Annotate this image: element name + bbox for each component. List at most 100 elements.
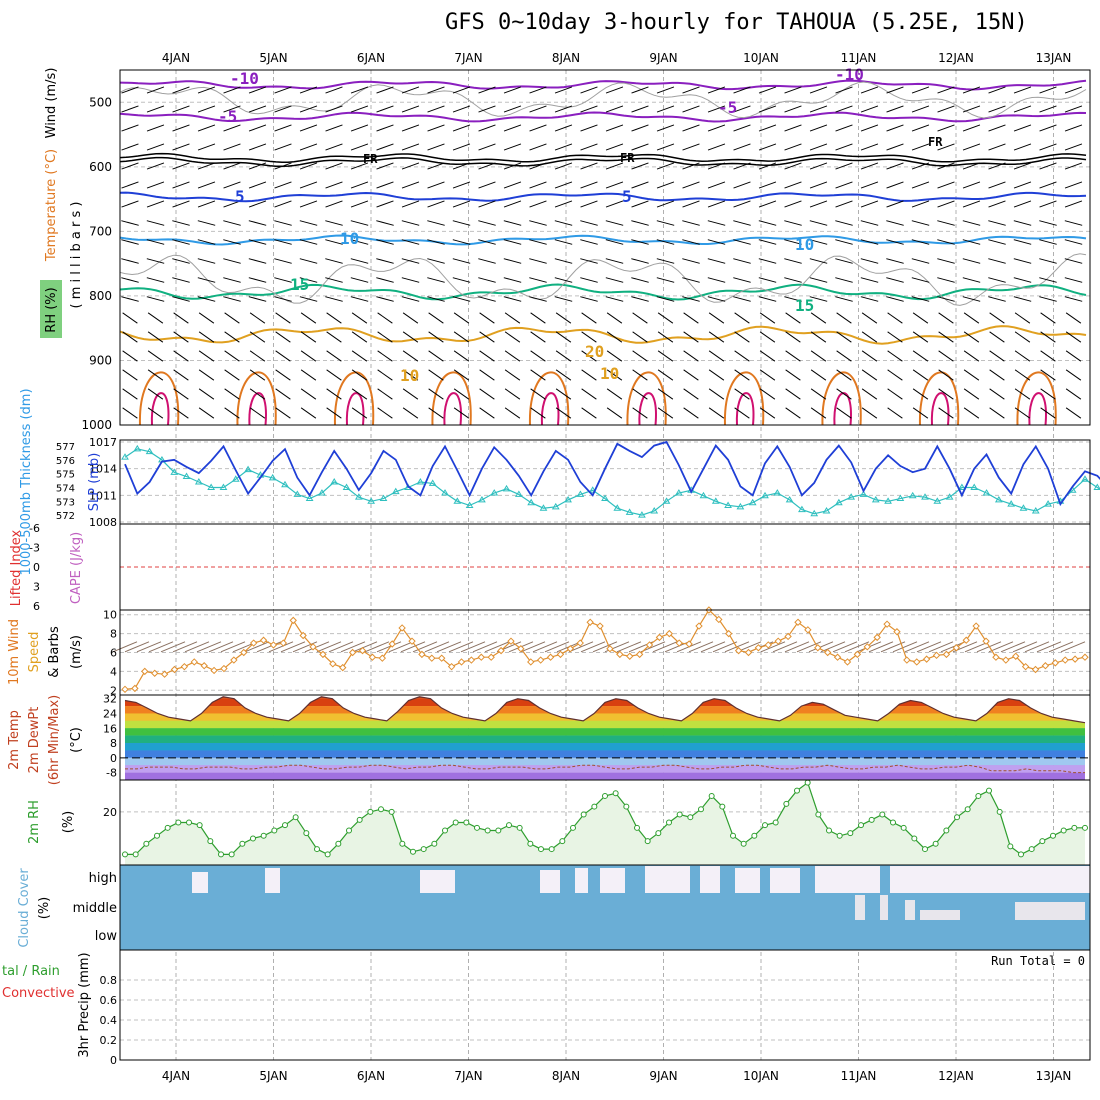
wind-barb xyxy=(402,350,419,362)
wind-barb xyxy=(581,369,597,381)
wind-barb xyxy=(1013,162,1032,170)
wind-barb xyxy=(784,181,802,189)
wind-barb xyxy=(1014,331,1031,343)
wind-barb xyxy=(707,220,726,226)
wind-barb xyxy=(224,350,240,362)
wind-barb xyxy=(707,181,726,189)
wind-speed-point xyxy=(368,653,377,661)
wind-barb xyxy=(121,277,139,283)
wind-barb xyxy=(428,407,444,419)
wind-barb xyxy=(146,86,165,94)
wind-barb xyxy=(223,124,241,132)
rh-point xyxy=(218,851,224,858)
cloud-gap xyxy=(905,900,915,920)
wind-barb xyxy=(860,162,879,170)
wind-speed-point xyxy=(645,641,654,649)
temp-band xyxy=(125,743,1085,751)
wind-barb xyxy=(401,162,420,170)
wind-barb xyxy=(554,296,573,302)
wind-barb xyxy=(759,388,776,400)
wind-barb xyxy=(809,86,828,94)
slp-tick: 1008 xyxy=(89,516,117,529)
wind-barb xyxy=(453,312,470,324)
rh-point xyxy=(687,814,694,821)
wind-barb-10m xyxy=(772,641,798,653)
wind-barb-10m xyxy=(844,641,870,653)
wind-barb xyxy=(912,407,929,419)
thickness-point xyxy=(342,483,351,491)
wind-barb xyxy=(351,331,368,343)
wind-barb-10m xyxy=(832,641,858,653)
pressure-tick: 1000 xyxy=(81,418,112,432)
wind-barb xyxy=(1065,312,1082,324)
cloud-gap xyxy=(735,868,760,893)
wind-barb xyxy=(886,162,904,170)
thickness-point xyxy=(736,502,745,510)
wind-barb xyxy=(657,388,674,400)
precip-tick: 0.2 xyxy=(100,1034,118,1047)
thickness-point xyxy=(207,483,216,491)
wind-barb xyxy=(427,86,445,94)
wind-speed-point xyxy=(715,615,723,624)
precip-axis-unit: 3hr Precip (mm) xyxy=(77,952,92,1057)
rh-point xyxy=(900,824,907,831)
wind-barb xyxy=(911,220,930,226)
thickness-point xyxy=(748,498,757,506)
rh-point xyxy=(698,806,704,813)
wind-barb xyxy=(759,331,776,343)
wind-barb xyxy=(300,388,317,400)
thickness-point xyxy=(601,494,609,502)
wind-speed-point xyxy=(220,664,228,673)
wind-speed-point xyxy=(843,658,852,666)
wind-barb xyxy=(401,277,420,283)
wind-barb-10m xyxy=(424,641,450,653)
wind-barb xyxy=(197,86,216,94)
wind-barb xyxy=(299,105,318,113)
wind-barb xyxy=(122,407,138,419)
rh-point xyxy=(1050,832,1056,839)
wind-barb xyxy=(809,124,828,132)
contour-label: -5 xyxy=(218,107,237,126)
wind-barb xyxy=(121,124,139,132)
wind-speed-point xyxy=(1031,665,1040,674)
wind-speed-point xyxy=(527,658,535,666)
wind-barb xyxy=(555,331,572,343)
wind-barb xyxy=(963,369,980,381)
wind-barb xyxy=(835,181,853,189)
wind-barb-10m xyxy=(808,641,834,653)
thickness-point xyxy=(724,501,732,508)
wind-barb xyxy=(657,350,674,362)
wind-barb xyxy=(121,181,139,189)
wind-barb xyxy=(300,350,317,362)
wind-barb xyxy=(1039,200,1057,208)
wind-speed-point xyxy=(764,641,773,649)
wind-speed-point xyxy=(566,645,575,653)
thickness-point xyxy=(588,486,597,493)
wind-barb xyxy=(1040,331,1056,343)
wind-barb xyxy=(325,105,343,113)
wind-speed-point xyxy=(408,637,416,645)
thickness-point xyxy=(908,491,917,499)
wind-speed-point xyxy=(665,629,674,638)
wind-speed-point xyxy=(952,644,961,652)
wind-barb xyxy=(479,350,495,362)
precip-tick: 0.4 xyxy=(100,1014,118,1027)
wind-barb xyxy=(325,258,343,264)
wind-speed-point xyxy=(339,663,347,672)
wind-barb xyxy=(860,200,879,208)
boundary-loop-inner xyxy=(540,392,560,426)
boundary-loop-inner xyxy=(735,392,755,426)
contour-label: FR xyxy=(928,135,943,149)
wind-barb-10m xyxy=(124,641,150,653)
rh-point xyxy=(858,822,864,829)
wind-barb xyxy=(1039,296,1057,302)
wind-barb xyxy=(401,239,420,245)
wind-speed-point xyxy=(259,636,268,644)
wind-barb-10m xyxy=(568,641,594,653)
wind-barb xyxy=(860,124,879,132)
wind-barb xyxy=(172,239,190,245)
wind-barb xyxy=(988,277,1006,283)
temp-tick: 16 xyxy=(103,722,117,735)
rh-point xyxy=(644,838,651,845)
thickness-point xyxy=(896,494,905,502)
